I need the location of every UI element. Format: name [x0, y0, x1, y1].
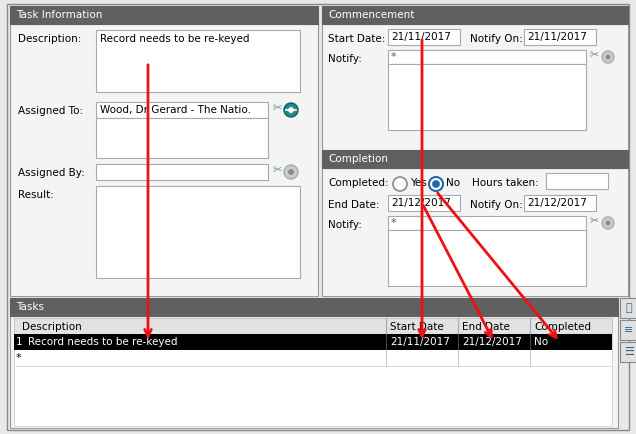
Text: Start Date:: Start Date:	[328, 34, 385, 44]
Text: ☰: ☰	[624, 347, 634, 357]
Text: Wood, Dr Gerard - The Natio.: Wood, Dr Gerard - The Natio.	[100, 105, 251, 115]
Bar	[620, 342, 636, 362]
Bar	[14, 318, 612, 426]
Bar	[96, 118, 268, 158]
Bar	[388, 195, 460, 211]
Text: Task Information: Task Information	[16, 10, 102, 20]
Text: Notify:: Notify:	[328, 220, 362, 230]
Bar	[322, 24, 628, 154]
Circle shape	[393, 177, 407, 191]
Text: 21/11/2017: 21/11/2017	[390, 337, 450, 347]
Bar	[546, 173, 608, 189]
Bar	[322, 150, 628, 168]
Text: *: *	[391, 52, 397, 62]
Text: Notify On:: Notify On:	[470, 34, 523, 44]
Text: 21/11/2017: 21/11/2017	[527, 32, 587, 42]
Bar	[322, 168, 628, 296]
Text: ✂: ✂	[273, 165, 282, 175]
Circle shape	[606, 221, 610, 225]
Bar	[388, 50, 586, 64]
Bar	[10, 316, 618, 428]
Text: Notify:: Notify:	[328, 54, 362, 64]
Text: Description: Description	[22, 322, 82, 332]
Bar	[620, 320, 636, 340]
Text: 21/12/2017: 21/12/2017	[527, 198, 587, 208]
Text: Tasks: Tasks	[16, 302, 44, 312]
Text: Notify On:: Notify On:	[470, 200, 523, 210]
Text: Result:: Result:	[18, 190, 54, 200]
Bar	[10, 298, 618, 316]
Text: Completed: Completed	[534, 322, 591, 332]
Text: Record needs to be re-keyed: Record needs to be re-keyed	[28, 337, 177, 347]
Text: Assigned By:: Assigned By:	[18, 168, 85, 178]
Bar	[10, 6, 318, 24]
Text: End Date:: End Date:	[328, 200, 380, 210]
Bar	[524, 195, 596, 211]
Bar	[14, 318, 612, 334]
Text: Yes: Yes	[410, 178, 427, 188]
Bar	[620, 298, 636, 318]
Text: Description:: Description:	[18, 34, 81, 44]
Bar	[14, 334, 612, 350]
Text: ✂: ✂	[590, 50, 599, 60]
Bar	[388, 216, 586, 230]
Text: No: No	[446, 178, 460, 188]
Circle shape	[284, 103, 298, 117]
Text: Assigned To:: Assigned To:	[18, 106, 83, 116]
Circle shape	[432, 181, 439, 187]
Text: Start Date: Start Date	[390, 322, 444, 332]
Text: ≡: ≡	[625, 325, 633, 335]
Text: Completed:: Completed:	[328, 178, 389, 188]
Circle shape	[606, 55, 610, 59]
Text: ⎙: ⎙	[626, 303, 632, 313]
Text: *: *	[16, 353, 22, 363]
Text: 21/11/2017: 21/11/2017	[391, 32, 451, 42]
Bar	[96, 30, 300, 92]
Text: Hours taken:: Hours taken:	[472, 178, 539, 188]
Bar	[524, 29, 596, 45]
Circle shape	[429, 177, 443, 191]
Text: 21/12/2017: 21/12/2017	[462, 337, 522, 347]
Bar	[388, 29, 460, 45]
Text: End Date: End Date	[462, 322, 510, 332]
Text: No: No	[534, 337, 548, 347]
Bar	[96, 186, 300, 278]
Circle shape	[284, 165, 298, 179]
Text: Commencement: Commencement	[328, 10, 415, 20]
Bar	[322, 6, 628, 24]
Bar	[388, 230, 586, 286]
Circle shape	[289, 170, 293, 174]
Text: ✂: ✂	[590, 216, 599, 226]
Text: 1: 1	[16, 337, 23, 347]
Bar	[388, 64, 586, 130]
Text: 21/12/2017: 21/12/2017	[391, 198, 451, 208]
Bar	[10, 24, 318, 296]
Circle shape	[602, 51, 614, 63]
Circle shape	[289, 108, 293, 112]
Bar	[96, 102, 268, 118]
Circle shape	[602, 217, 614, 229]
Text: Completion: Completion	[328, 154, 388, 164]
Text: Record needs to be re-keyed: Record needs to be re-keyed	[100, 34, 249, 44]
Bar	[96, 164, 268, 180]
Text: ✂: ✂	[273, 103, 282, 113]
Text: *: *	[391, 218, 397, 228]
